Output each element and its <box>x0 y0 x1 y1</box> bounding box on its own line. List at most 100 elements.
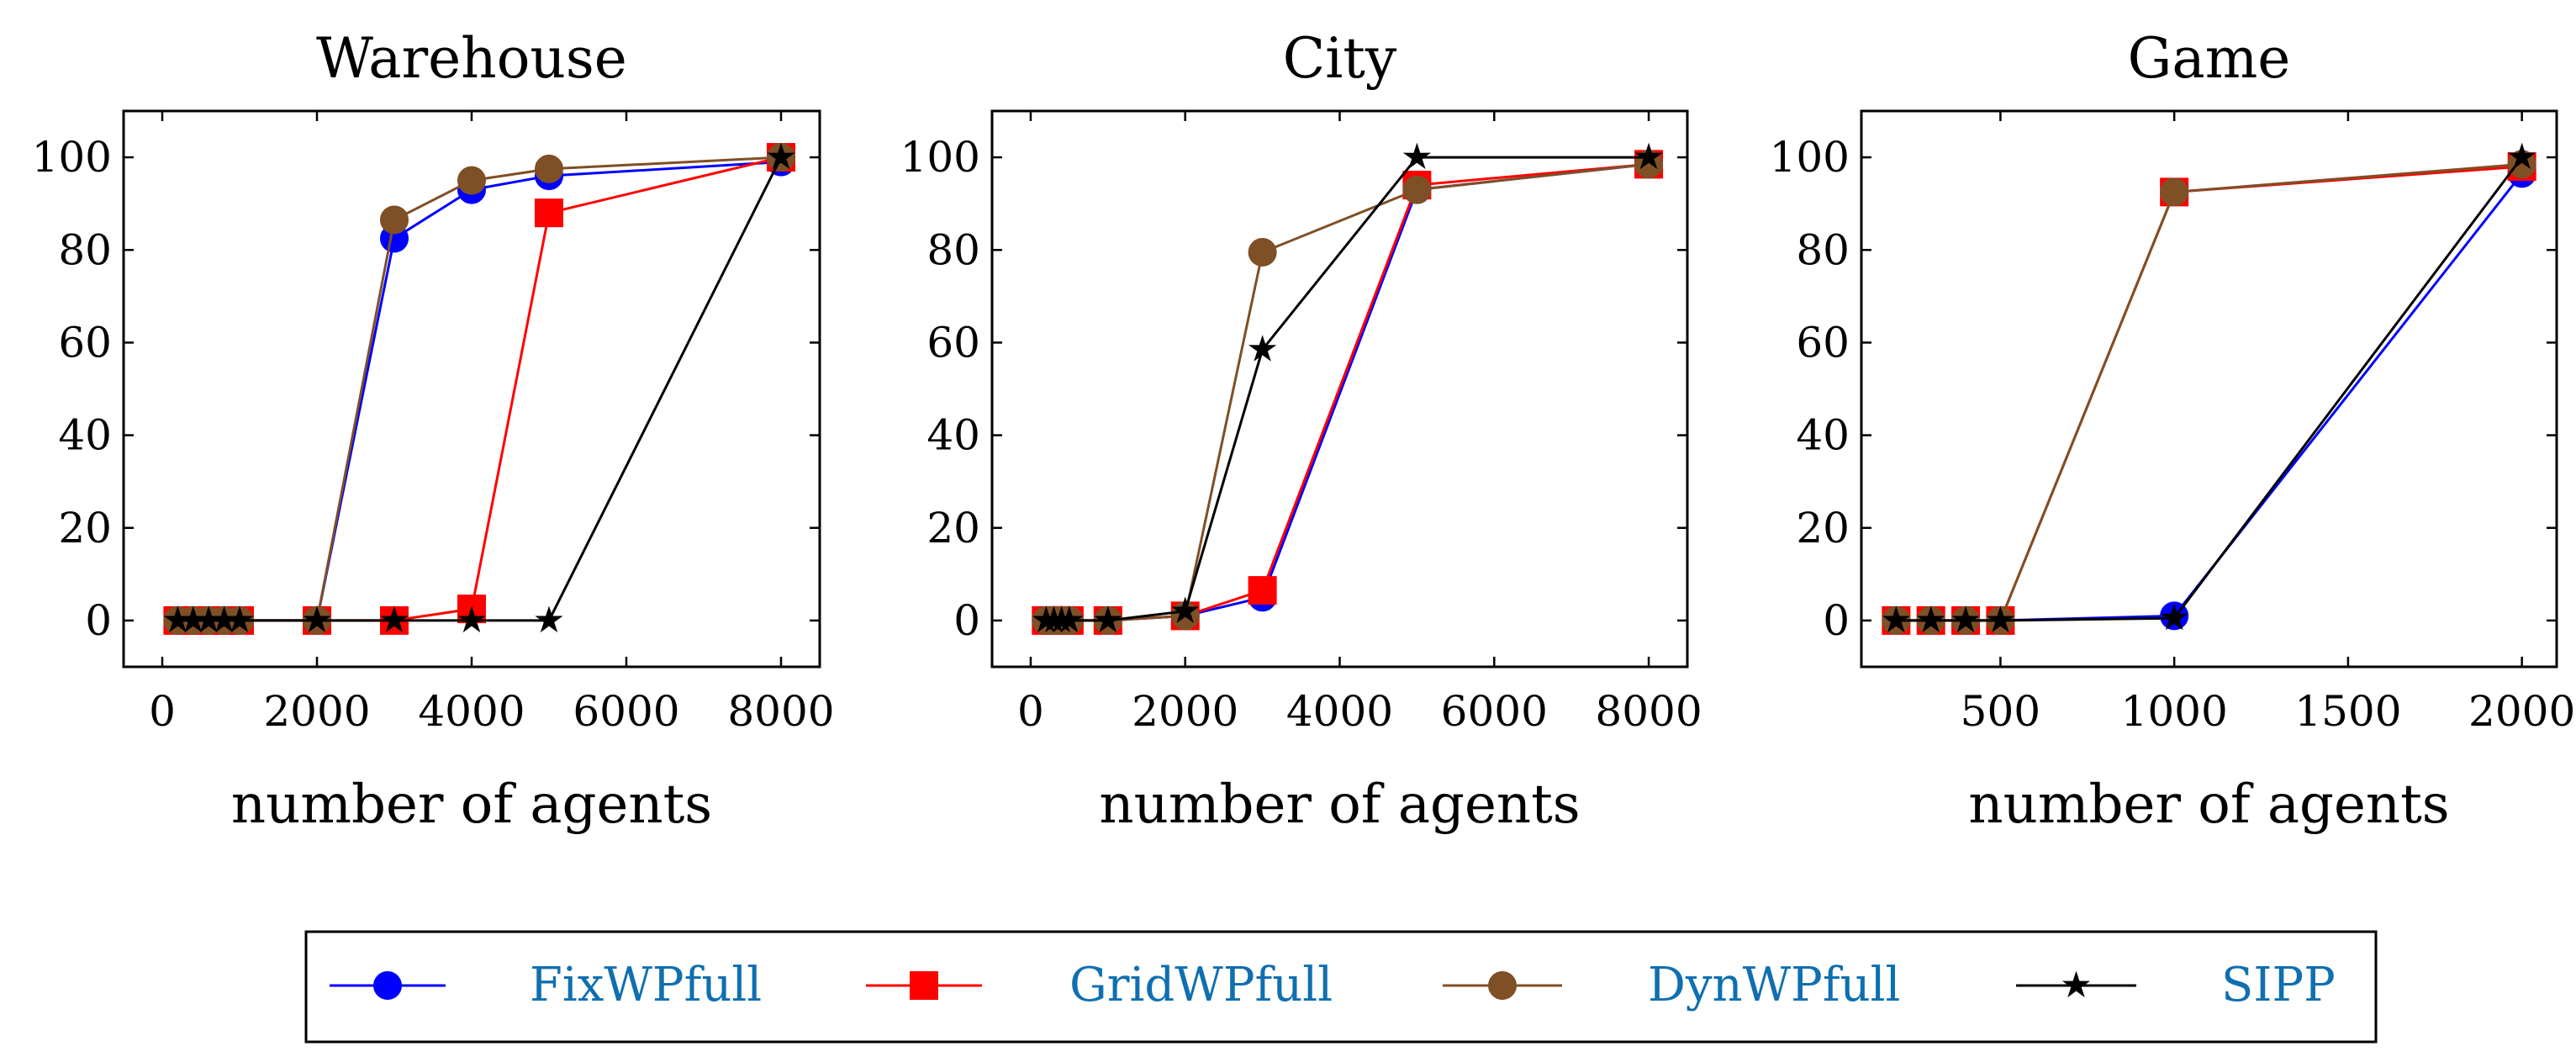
x-tick-label: 1500 <box>2294 687 2401 736</box>
series-line-sipp <box>1046 156 1650 622</box>
series-dynwpfull <box>163 143 795 635</box>
legend-marker <box>2061 970 2091 998</box>
x-tick-label: 6000 <box>573 687 679 736</box>
x-axis-label: number of agents <box>1099 774 1580 836</box>
data-point-sipp <box>1248 335 1277 362</box>
series-gridwpfull <box>163 143 795 635</box>
y-tick-label: 0 <box>1823 596 1850 645</box>
legend-label: FixWPfull <box>530 958 762 1012</box>
data-point-sipp <box>1882 605 1910 633</box>
data-point-sipp <box>767 142 795 170</box>
y-tick-label: 40 <box>926 411 980 460</box>
y-tick-label: 0 <box>85 596 112 645</box>
series-sipp <box>1032 142 1663 633</box>
data-point-sipp <box>2160 603 2188 631</box>
y-tick-label: 60 <box>1796 318 1850 367</box>
data-point-dynwpfull <box>380 205 409 235</box>
series-line-sipp <box>1896 156 2523 622</box>
data-point-gridwpfull <box>535 198 563 228</box>
series-dynwpfull <box>1032 150 1664 635</box>
data-point-sipp <box>225 605 254 633</box>
y-tick-label: 20 <box>58 504 112 552</box>
panel-city: City 0 2000 4000 6000 8000 0 20 40 60 80 100 number … <box>900 26 1702 836</box>
series-gridwpfull <box>1032 150 1664 635</box>
data-point-dynwpfull <box>1248 238 1277 267</box>
data-point-sipp <box>1402 142 1432 170</box>
series-gridwpfull <box>1882 152 2536 635</box>
series-line-gridwpfull <box>1046 162 1650 622</box>
series-line-gridwpfull <box>177 156 782 622</box>
data-point-dynwpfull <box>535 154 563 183</box>
panel-game: Game 500 1000 1500 2000 0 20 40 60 80 100 number of… <box>1770 26 2576 836</box>
x-tick-label: 4000 <box>418 687 525 736</box>
series-fixwpfull <box>163 147 795 635</box>
legend-label: GridWPfull <box>1069 958 1333 1012</box>
data-point-sipp <box>1917 605 1945 633</box>
series-line-sipp <box>177 156 783 622</box>
y-tick-label: 80 <box>1796 225 1850 274</box>
data-point-sipp <box>1055 605 1084 633</box>
data-point-sipp <box>1094 605 1122 633</box>
data-point-sipp <box>380 605 409 633</box>
data-point-sipp <box>1634 142 1663 170</box>
y-tick-label: 80 <box>58 225 112 274</box>
legend-label: SIPP <box>2221 958 2336 1012</box>
legend-entry-dynwpfull: DynWPfull <box>1443 958 1900 1012</box>
data-point-sipp <box>1986 605 2015 633</box>
y-tick-label: 100 <box>32 133 112 182</box>
series-line-fixwpfull <box>177 161 782 622</box>
chart-title: Game <box>2128 26 2291 91</box>
chart-title: City <box>1283 26 1397 91</box>
data-point-sipp <box>535 605 563 633</box>
chart-title: Warehouse <box>316 26 627 91</box>
legend-marker <box>373 971 402 1000</box>
legend-entry-sipp: SIPP <box>2016 958 2336 1012</box>
series-fixwpfull <box>1882 159 2536 635</box>
data-point-dynwpfull <box>1402 175 1432 204</box>
data-point-gridwpfull <box>1248 576 1277 605</box>
legend-entry-gridwpfull: GridWPfull <box>866 958 1333 1012</box>
data-point-sipp <box>1951 605 1980 633</box>
series-line-fixwpfull <box>1896 172 2523 622</box>
plot-frame <box>1860 109 2558 669</box>
series-sipp <box>163 142 795 633</box>
x-axis-label: number of agents <box>1968 774 2449 836</box>
y-tick-label: 20 <box>1796 504 1850 552</box>
y-tick-label: 0 <box>953 596 980 645</box>
series-line-dynwpfull <box>1046 162 1650 622</box>
series-dynwpfull <box>1882 150 2536 635</box>
x-tick-label: 8000 <box>1595 687 1702 736</box>
x-tick-label: 6000 <box>1441 687 1548 736</box>
y-tick-label: 100 <box>1770 133 1850 182</box>
data-point-sipp <box>303 605 331 633</box>
legend-label: DynWPfull <box>1648 958 1900 1012</box>
x-tick-label: 2000 <box>1132 687 1238 736</box>
y-tick-label: 40 <box>1796 411 1850 460</box>
x-tick-label: 4000 <box>1286 687 1393 736</box>
data-point-dynwpfull <box>457 166 486 195</box>
y-tick-label: 100 <box>900 133 980 182</box>
y-tick-label: 80 <box>926 225 980 274</box>
legend-marker <box>1488 971 1517 1000</box>
panel-warehouse: Warehouse 0 2000 4000 6000 8000 0 20 40 60 80 100 nu… <box>32 26 835 836</box>
y-tick-label: 60 <box>58 318 112 367</box>
x-tick-label: 0 <box>149 687 176 736</box>
series-line-fixwpfull <box>1046 162 1650 622</box>
x-tick-label: 2000 <box>2468 687 2575 736</box>
x-tick-label: 500 <box>1961 687 2040 736</box>
series-line-dynwpfull <box>1896 162 2522 622</box>
x-tick-label: 1000 <box>2121 687 2228 736</box>
y-tick-label: 40 <box>58 411 112 460</box>
data-point-sipp <box>2508 142 2536 170</box>
legend-marker <box>910 971 938 1000</box>
y-tick-label: 20 <box>926 504 980 552</box>
series-sipp <box>1882 142 2536 633</box>
series-fixwpfull <box>1032 150 1664 635</box>
legend: FixWPfull GridWPfull DynWPfull SIPP <box>304 930 2378 1044</box>
series-line-dynwpfull <box>177 156 782 622</box>
legend-entry-fixwpfull: FixWPfull <box>330 958 762 1012</box>
series-line-gridwpfull <box>1896 165 2522 622</box>
data-point-sipp <box>457 605 486 633</box>
y-tick-label: 60 <box>926 318 980 367</box>
